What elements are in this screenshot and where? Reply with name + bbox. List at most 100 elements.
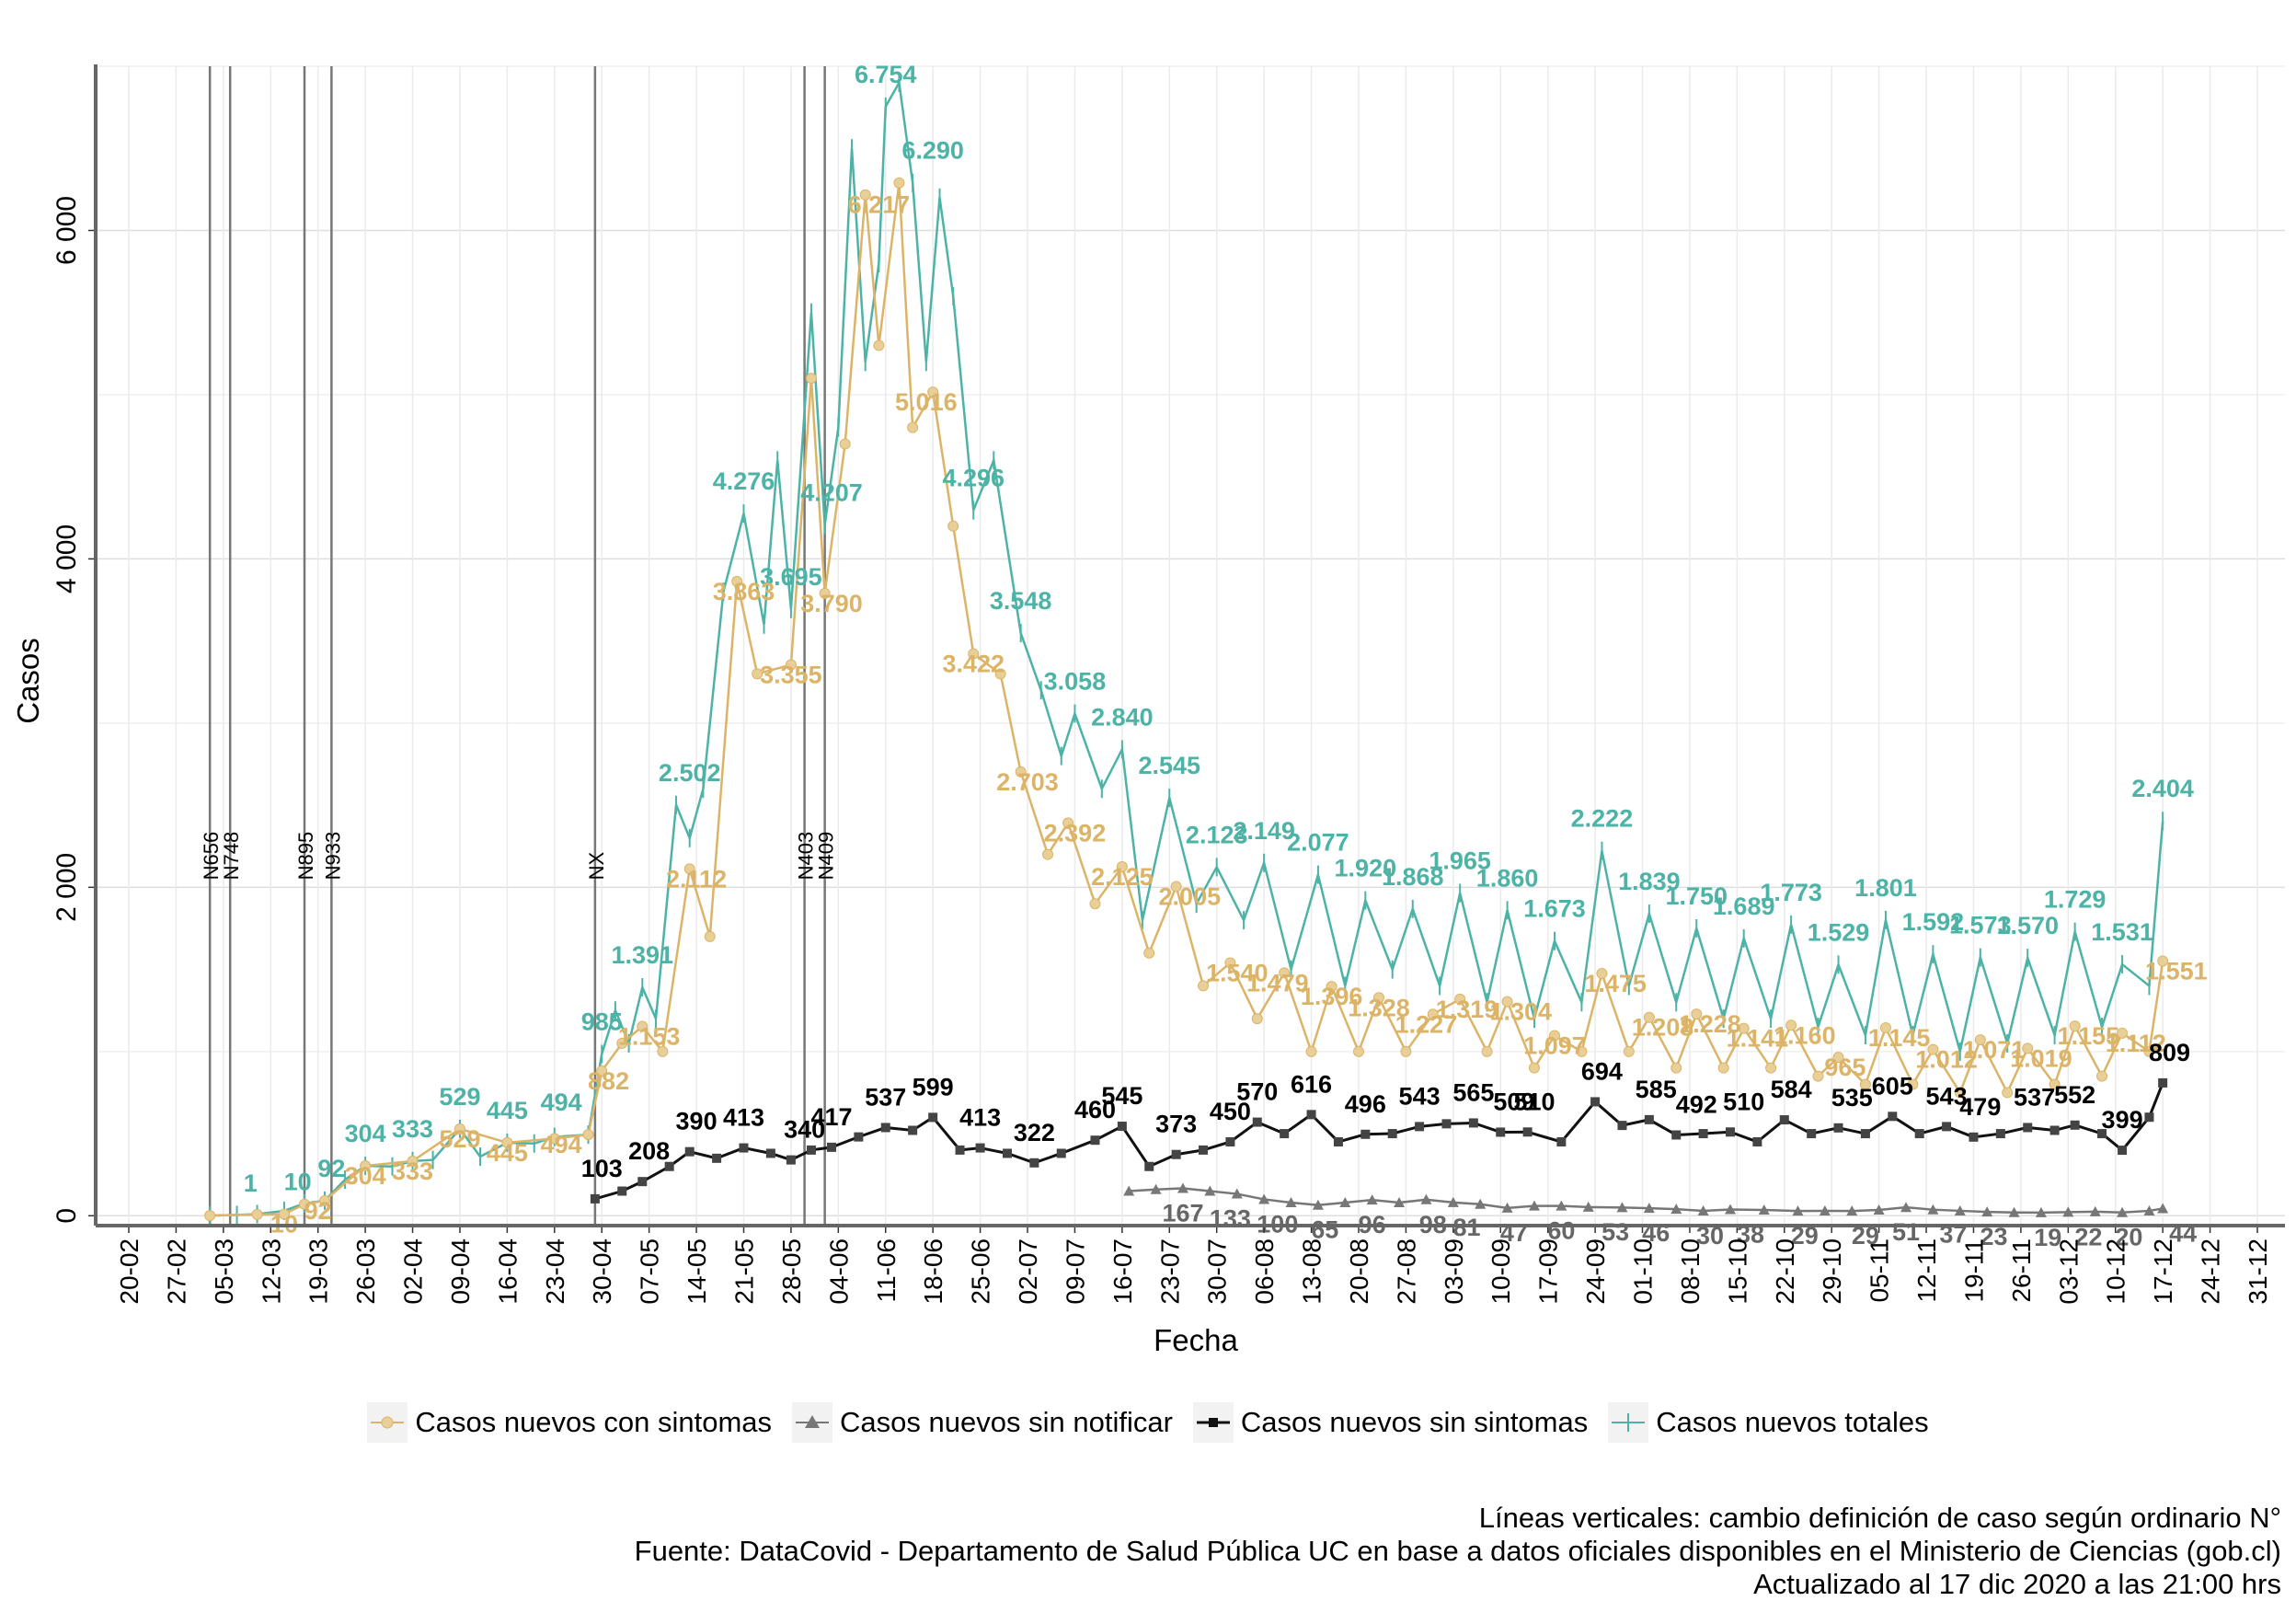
data-label: 390 <box>676 1108 718 1135</box>
data-point <box>1015 766 1027 777</box>
y-tick-label: 4 000 <box>52 524 82 593</box>
x-tick-label: 08-10 <box>1676 1238 1705 1305</box>
data-point <box>1981 1206 1993 1217</box>
data-label: 60 <box>1547 1217 1575 1245</box>
data-point <box>204 1210 216 1222</box>
data-point <box>1171 1149 1181 1159</box>
legend-label: Casos nuevos con sintomas <box>415 1406 773 1438</box>
y-axis-title: Casos <box>11 638 45 724</box>
data-label: 19 <box>2034 1224 2061 1251</box>
data-label: 51 <box>1892 1218 1920 1246</box>
x-tick-label: 10-12 <box>2102 1238 2130 1305</box>
x-tick-label: 03-12 <box>2054 1238 2083 1305</box>
data-label: 6.217 <box>848 191 911 219</box>
x-tick-label: 28-05 <box>777 1238 806 1305</box>
x-tick-label: 23-07 <box>1155 1238 1184 1305</box>
data-point <box>1251 1013 1263 1025</box>
data-point <box>1528 1062 1540 1074</box>
data-label: 92 <box>317 1155 345 1182</box>
data-label: 529 <box>439 1083 480 1111</box>
data-label: 965 <box>1824 1054 1866 1081</box>
data-point <box>1758 1204 1770 1215</box>
data-label: 1.689 <box>1713 893 1775 920</box>
axes: 20-02 27-02 05-03 12-03 19-03 26-03 02-04 09-04… <box>52 64 2285 1305</box>
data-point <box>2158 1077 2168 1088</box>
data-label: 1.475 <box>1584 970 1647 997</box>
data-label: 340 <box>784 1116 825 1144</box>
data-point <box>1199 1145 1209 1155</box>
x-tick-label: 20-08 <box>1345 1238 1373 1305</box>
grid-lines <box>96 65 2285 1226</box>
data-label: 2.392 <box>1044 819 1107 847</box>
data-point <box>1691 1008 1703 1020</box>
data-label: 1.304 <box>1489 998 1552 1026</box>
data-point <box>251 1208 263 1220</box>
data-point <box>1400 1045 1412 1057</box>
data-point <box>1280 1129 1290 1139</box>
x-tick-label: 20-02 <box>115 1238 144 1305</box>
data-point <box>1765 1062 1777 1074</box>
legend-label: Casos nuevos sin sintomas <box>1240 1406 1589 1438</box>
data-point <box>1860 1129 1870 1139</box>
x-tick-label: 01-10 <box>1629 1238 1658 1305</box>
data-label: 1.328 <box>1348 994 1410 1021</box>
triangle-marker-icon <box>792 1402 833 1443</box>
data-label: 543 <box>1399 1082 1441 1110</box>
series-layer <box>204 73 2169 1226</box>
data-point <box>2022 1042 2034 1054</box>
data-label: 585 <box>1636 1076 1677 1103</box>
data-label: 2.222 <box>1571 805 1634 833</box>
data-point <box>1812 1070 1824 1082</box>
data-point <box>1360 1129 1371 1139</box>
data-point <box>1522 1127 1533 1137</box>
data-label: 694 <box>1581 1057 1623 1085</box>
data-point <box>955 1145 965 1155</box>
data-point <box>1792 1205 1804 1216</box>
circle-marker-icon <box>367 1402 408 1443</box>
data-point <box>617 1186 627 1196</box>
data-label: 4.276 <box>713 467 775 495</box>
data-label: 10 <box>284 1169 312 1196</box>
x-tick-label: 26-11 <box>2007 1238 2036 1303</box>
data-point <box>1258 1193 1270 1204</box>
series-casos-nuevos-sin-notificar <box>1123 1182 2169 1217</box>
data-label: 1.228 <box>1679 1010 1741 1038</box>
data-point <box>2144 1112 2154 1123</box>
data-point <box>1616 1202 1628 1213</box>
case-definition-label: N748 <box>220 832 243 881</box>
x-tick-label: 19-03 <box>304 1238 333 1305</box>
data-label: 985 <box>581 1008 623 1035</box>
data-label: 3.695 <box>760 563 822 591</box>
data-label: 616 <box>1291 1070 1332 1098</box>
data-label: 1.227 <box>1395 1010 1458 1038</box>
data-point <box>2118 1146 2128 1156</box>
x-tick-label: 12-11 <box>1912 1238 1941 1303</box>
data-label: 2.703 <box>996 768 1059 796</box>
data-label: 460 <box>1074 1096 1116 1123</box>
y-tick-label: 6 000 <box>52 196 82 265</box>
x-tick-label: 18-06 <box>919 1238 947 1305</box>
data-point <box>1873 1204 1885 1215</box>
square-marker-icon <box>1192 1402 1234 1443</box>
data-point <box>2035 1206 2047 1217</box>
data-label: 304 <box>345 1162 386 1190</box>
data-label: 605 <box>1872 1072 1913 1100</box>
data-label: 1.112 <box>2106 1030 2166 1057</box>
data-label: 322 <box>1014 1119 1055 1146</box>
data-label: 1.839 <box>1618 868 1681 895</box>
data-point <box>1556 1200 1567 1211</box>
data-point <box>1914 1129 1924 1139</box>
data-label: 4.296 <box>942 465 1004 492</box>
data-point <box>2117 1027 2129 1039</box>
x-tick-label: 23-04 <box>541 1238 569 1305</box>
data-point <box>1717 1062 1729 1074</box>
data-label: 22 <box>2074 1223 2102 1250</box>
data-label: 537 <box>2014 1083 2055 1111</box>
data-point <box>1352 1045 1364 1057</box>
data-label: 494 <box>541 1088 582 1116</box>
data-point <box>1528 1200 1540 1211</box>
data-point <box>1231 1188 1243 1199</box>
x-tick-label: 29-10 <box>1818 1238 1846 1305</box>
